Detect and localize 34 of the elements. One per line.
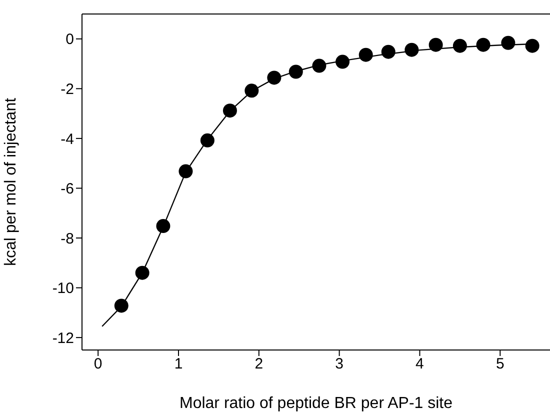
point	[381, 44, 396, 59]
y-tick-label: -6	[60, 180, 74, 198]
x-tick-label: 1	[174, 356, 183, 373]
x-axis-title: Molar ratio of peptide BR per AP-1 site	[179, 395, 453, 412]
point	[114, 298, 128, 313]
y-tick-label: 0	[66, 31, 74, 48]
point	[428, 38, 443, 52]
y-tick-label: -4	[60, 130, 74, 148]
point	[200, 133, 214, 148]
y-tick-label: -2	[60, 80, 74, 98]
point	[312, 58, 326, 73]
point	[358, 48, 373, 62]
y-tick-label: -8	[60, 230, 74, 248]
point	[156, 219, 170, 234]
x-tick-label: 4	[416, 356, 424, 373]
y-tick-label: -10	[52, 280, 74, 298]
point	[525, 38, 540, 53]
point	[135, 266, 150, 280]
point	[404, 42, 419, 57]
point	[288, 64, 303, 79]
point	[178, 164, 193, 178]
point	[336, 54, 350, 69]
point	[476, 38, 490, 52]
point	[452, 38, 467, 53]
point	[222, 104, 237, 118]
point	[244, 84, 259, 98]
x-tick-label: 5	[496, 356, 504, 373]
y-axis-title: kcal per mol of injectant	[2, 97, 20, 266]
x-tick-label: 3	[335, 356, 344, 373]
x-tick-label: 0	[94, 356, 102, 373]
y-tick-label: -12	[52, 330, 74, 347]
point	[501, 36, 516, 50]
x-tick-label: 2	[254, 356, 264, 373]
point	[267, 70, 282, 85]
